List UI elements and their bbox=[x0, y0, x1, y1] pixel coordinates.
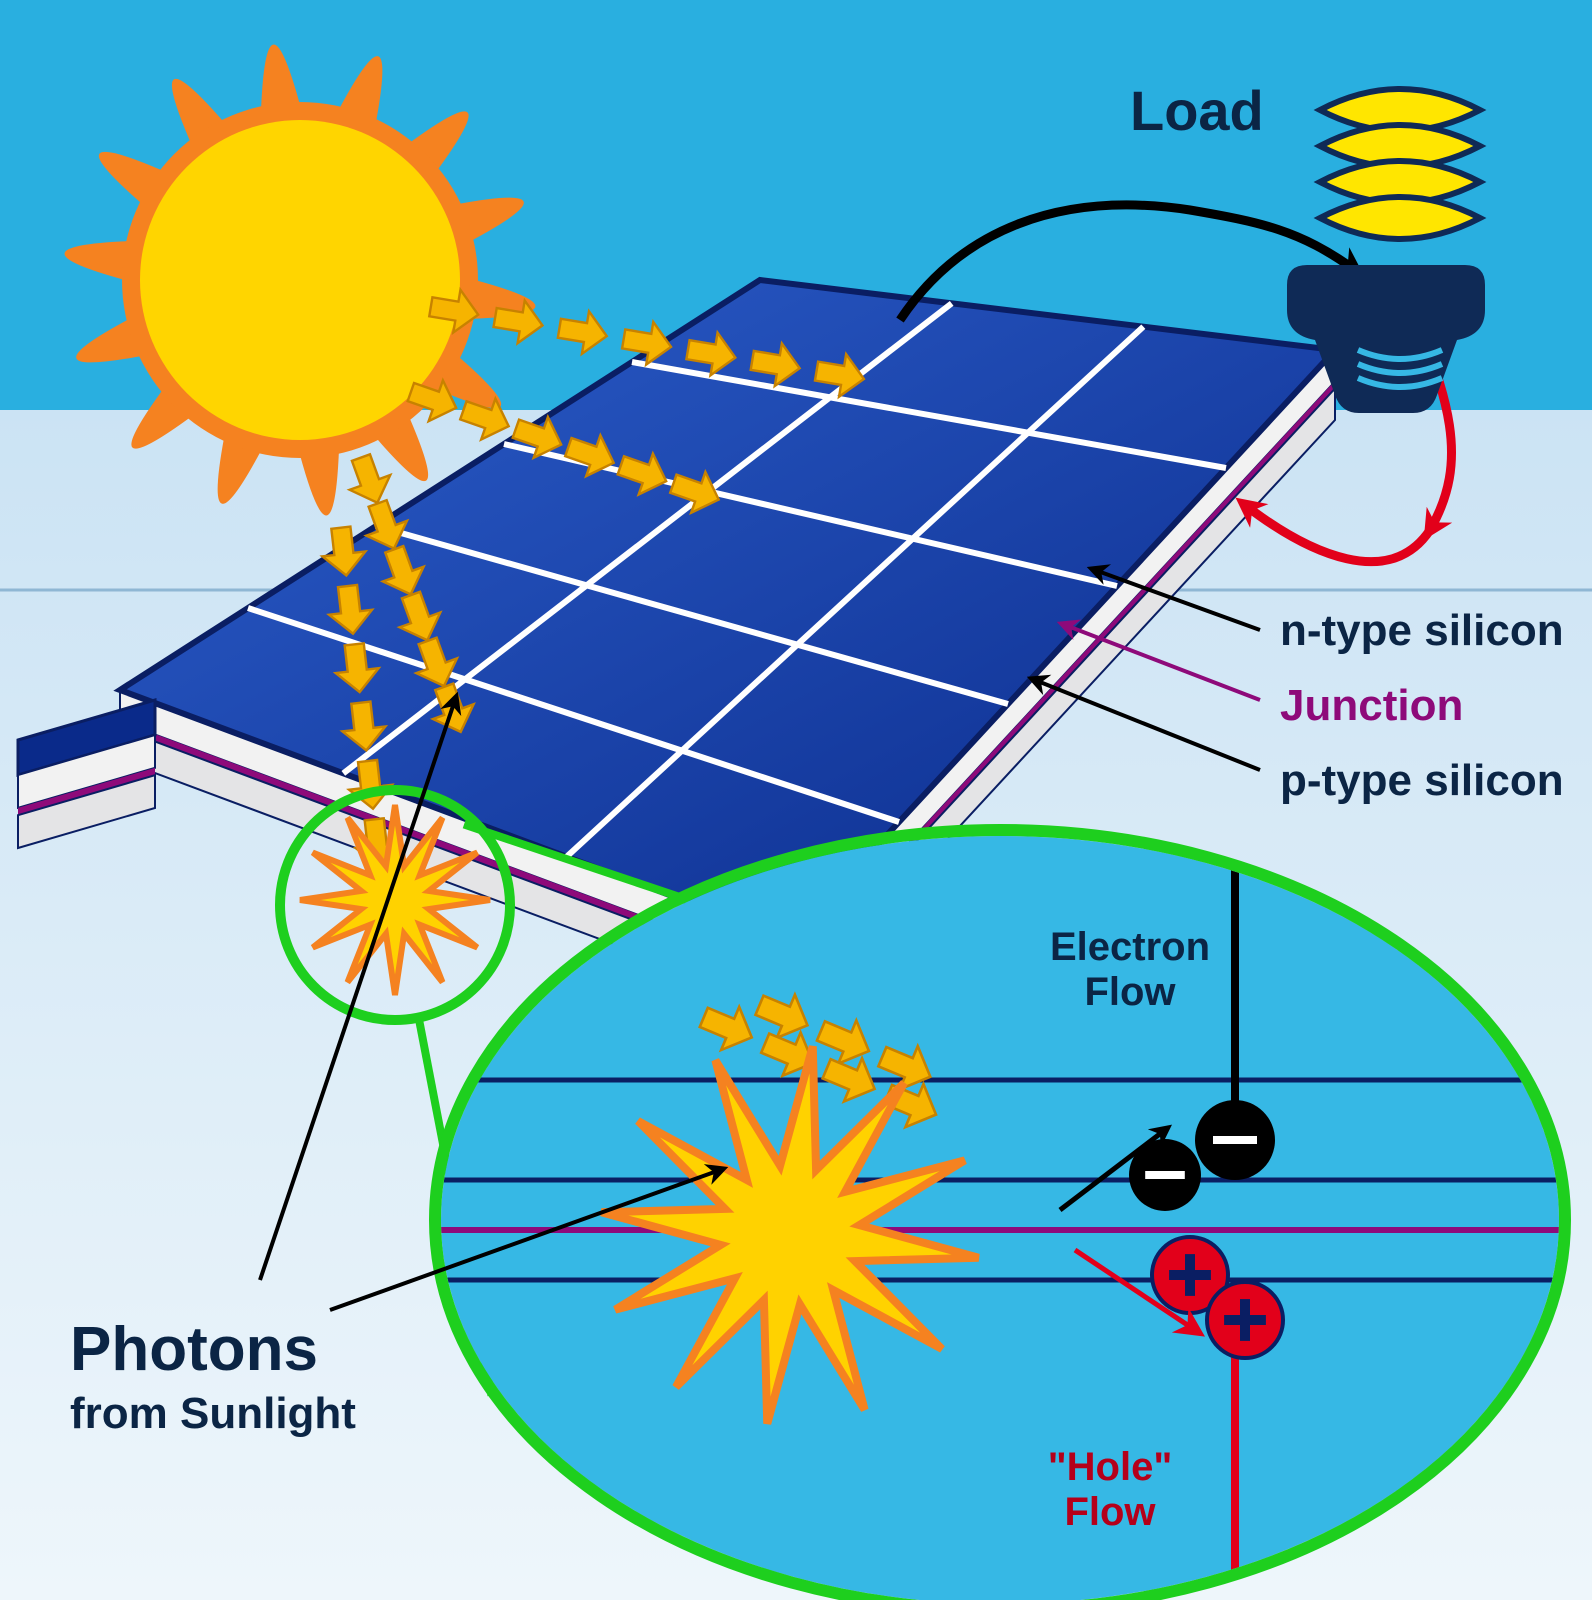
svg-text:Flow: Flow bbox=[1064, 1490, 1156, 1534]
svg-text:Flow: Flow bbox=[1084, 970, 1176, 1014]
n-type-label: n-type silicon bbox=[1280, 606, 1564, 655]
p-type-label: p-type silicon bbox=[1280, 756, 1564, 805]
electron-flow-label: Electron bbox=[1050, 925, 1210, 969]
junction-label: Junction bbox=[1280, 681, 1463, 730]
load-label: Load bbox=[1130, 79, 1264, 142]
photons-label: Photons bbox=[70, 1315, 318, 1384]
hole-flow-label: "Hole" bbox=[1048, 1445, 1173, 1489]
svg-text:from Sunlight: from Sunlight bbox=[70, 1389, 356, 1438]
